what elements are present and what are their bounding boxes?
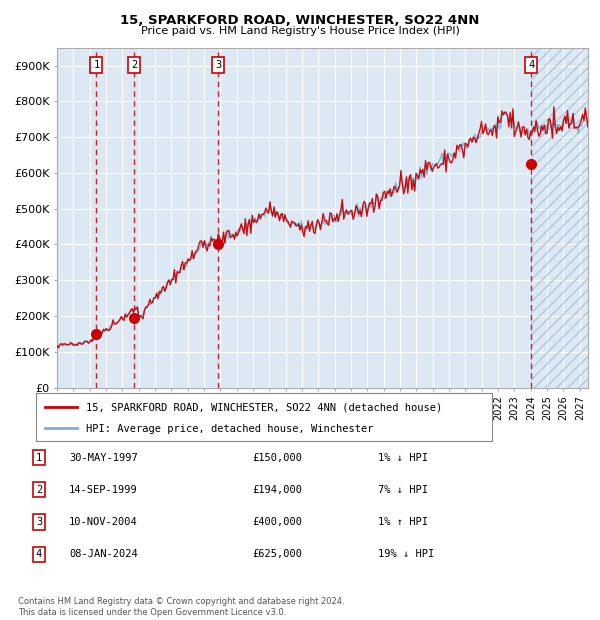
- Text: 08-JAN-2024: 08-JAN-2024: [69, 549, 138, 559]
- Text: 1: 1: [93, 60, 100, 69]
- Text: 4: 4: [528, 60, 535, 69]
- Text: 1: 1: [36, 453, 42, 463]
- Bar: [532, 48, 588, 388]
- Text: 3: 3: [36, 517, 42, 527]
- Text: Price paid vs. HM Land Registry's House Price Index (HPI): Price paid vs. HM Land Registry's House …: [140, 26, 460, 36]
- Text: 15, SPARKFORD ROAD, WINCHESTER, SO22 4NN: 15, SPARKFORD ROAD, WINCHESTER, SO22 4NN: [121, 14, 479, 27]
- Text: 19% ↓ HPI: 19% ↓ HPI: [378, 549, 434, 559]
- Text: £625,000: £625,000: [252, 549, 302, 559]
- Text: £400,000: £400,000: [252, 517, 302, 527]
- Text: 1% ↑ HPI: 1% ↑ HPI: [378, 517, 428, 527]
- Bar: [532, 48, 588, 388]
- Text: 7% ↓ HPI: 7% ↓ HPI: [378, 485, 428, 495]
- Text: HPI: Average price, detached house, Winchester: HPI: Average price, detached house, Winc…: [86, 424, 374, 434]
- Text: 14-SEP-1999: 14-SEP-1999: [69, 485, 138, 495]
- Text: £150,000: £150,000: [252, 453, 302, 463]
- Text: 3: 3: [215, 60, 221, 69]
- Text: 10-NOV-2004: 10-NOV-2004: [69, 517, 138, 527]
- Text: Contains HM Land Registry data © Crown copyright and database right 2024.
This d: Contains HM Land Registry data © Crown c…: [18, 598, 344, 617]
- Text: 1% ↓ HPI: 1% ↓ HPI: [378, 453, 428, 463]
- Text: 2: 2: [36, 485, 42, 495]
- Text: £194,000: £194,000: [252, 485, 302, 495]
- Text: 4: 4: [36, 549, 42, 559]
- Text: 30-MAY-1997: 30-MAY-1997: [69, 453, 138, 463]
- Text: 15, SPARKFORD ROAD, WINCHESTER, SO22 4NN (detached house): 15, SPARKFORD ROAD, WINCHESTER, SO22 4NN…: [86, 402, 442, 412]
- Text: 2: 2: [131, 60, 137, 69]
